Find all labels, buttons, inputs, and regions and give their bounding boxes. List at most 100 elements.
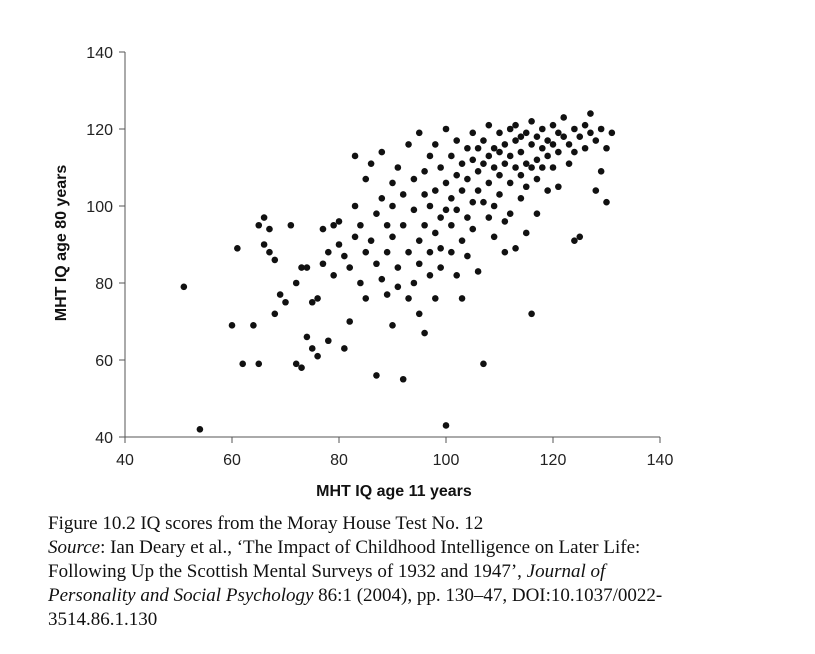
data-point: [426, 152, 434, 160]
data-point: [319, 260, 327, 268]
data-point: [399, 375, 407, 383]
data-point: [255, 221, 263, 229]
data-point: [453, 171, 461, 179]
data-point: [196, 426, 204, 433]
data-point: [480, 360, 487, 368]
data-point: [464, 144, 471, 152]
data-point: [490, 164, 498, 171]
journal-name-part2: Personality and Social Psychology: [48, 585, 314, 606]
data-point: [415, 310, 423, 318]
data-point: [522, 183, 530, 191]
data-point: [228, 322, 236, 329]
data-point: [512, 137, 519, 144]
data-point: [394, 164, 402, 171]
data-point: [528, 118, 535, 125]
data-point: [528, 164, 535, 171]
data-point: [437, 164, 444, 171]
data-point: [469, 156, 477, 164]
y-tick-label: 40: [95, 430, 113, 447]
data-point: [528, 310, 535, 318]
data-point: [480, 137, 487, 144]
data-point: [533, 175, 541, 183]
data-point: [271, 256, 279, 264]
data-point: [351, 202, 359, 210]
data-point: [432, 141, 439, 148]
data-point: [255, 360, 263, 368]
data-point: [469, 129, 477, 137]
axes: 40 60 80 100 120 140 40 60 80 100 120 140: [86, 45, 673, 469]
data-point: [367, 237, 375, 244]
data-point: [383, 291, 391, 298]
data-point: [480, 160, 487, 167]
data-point: [506, 125, 514, 133]
data-point: [378, 148, 386, 156]
data-point: [282, 298, 289, 306]
data-point: [544, 137, 551, 144]
data-point: [533, 133, 541, 140]
data-point: [560, 114, 567, 121]
data-point: [180, 283, 188, 291]
caption-source: Source: Ian Deary et al., ‘The Impact of…: [48, 537, 641, 558]
data-point: [560, 133, 567, 140]
data-point: [571, 237, 578, 244]
data-point: [512, 164, 519, 171]
data-point: [597, 125, 605, 133]
data-point: [480, 198, 487, 206]
data-point: [335, 218, 343, 225]
data-point: [421, 329, 428, 337]
x-tick-label: 80: [330, 452, 348, 469]
data-point: [426, 202, 434, 210]
data-point: [250, 322, 257, 329]
x-tick-label: 120: [540, 452, 567, 469]
data-point: [485, 152, 493, 160]
data-point: [565, 160, 573, 167]
data-point: [405, 141, 412, 148]
data-point: [421, 221, 428, 229]
data-point: [517, 195, 525, 202]
data-point: [592, 137, 600, 144]
data-point: [464, 175, 471, 183]
data-point: [271, 310, 279, 318]
data-point: [587, 129, 594, 137]
data-point: [341, 345, 348, 352]
data-point: [410, 206, 418, 214]
data-point: [496, 129, 503, 137]
x-tick-label: 100: [433, 452, 460, 469]
data-point: [383, 248, 391, 256]
data-point: [506, 152, 514, 160]
data-point: [330, 272, 337, 279]
data-point: [260, 214, 268, 221]
caption-source-line2: Following Up the Scottish Mental Surveys…: [48, 561, 606, 582]
caption-source-line3: Personality and Social Psychology 86:1 (…: [48, 585, 663, 606]
data-point: [581, 144, 589, 152]
y-tick-label: 80: [95, 276, 113, 293]
data-point: [555, 129, 562, 137]
data-point: [522, 229, 530, 237]
data-points: [180, 110, 616, 433]
data-point: [346, 318, 354, 325]
data-point: [437, 245, 444, 252]
data-point: [555, 148, 562, 156]
data-point: [292, 279, 300, 287]
data-point: [389, 233, 396, 241]
data-point: [415, 237, 423, 244]
data-point: [458, 187, 466, 194]
data-point: [266, 225, 273, 233]
data-point: [490, 202, 498, 210]
data-point: [539, 125, 546, 133]
data-point: [410, 279, 418, 287]
data-point: [496, 171, 503, 179]
data-point: [544, 152, 551, 160]
data-point: [474, 168, 482, 175]
data-point: [469, 225, 477, 233]
data-point: [555, 183, 562, 191]
data-point: [389, 322, 396, 329]
source-label: Source: [48, 537, 101, 558]
data-point: [399, 191, 407, 198]
data-point: [501, 160, 509, 167]
data-point: [501, 141, 509, 148]
data-point: [458, 237, 466, 244]
data-point: [442, 206, 450, 214]
data-point: [266, 248, 273, 256]
data-point: [410, 175, 418, 183]
